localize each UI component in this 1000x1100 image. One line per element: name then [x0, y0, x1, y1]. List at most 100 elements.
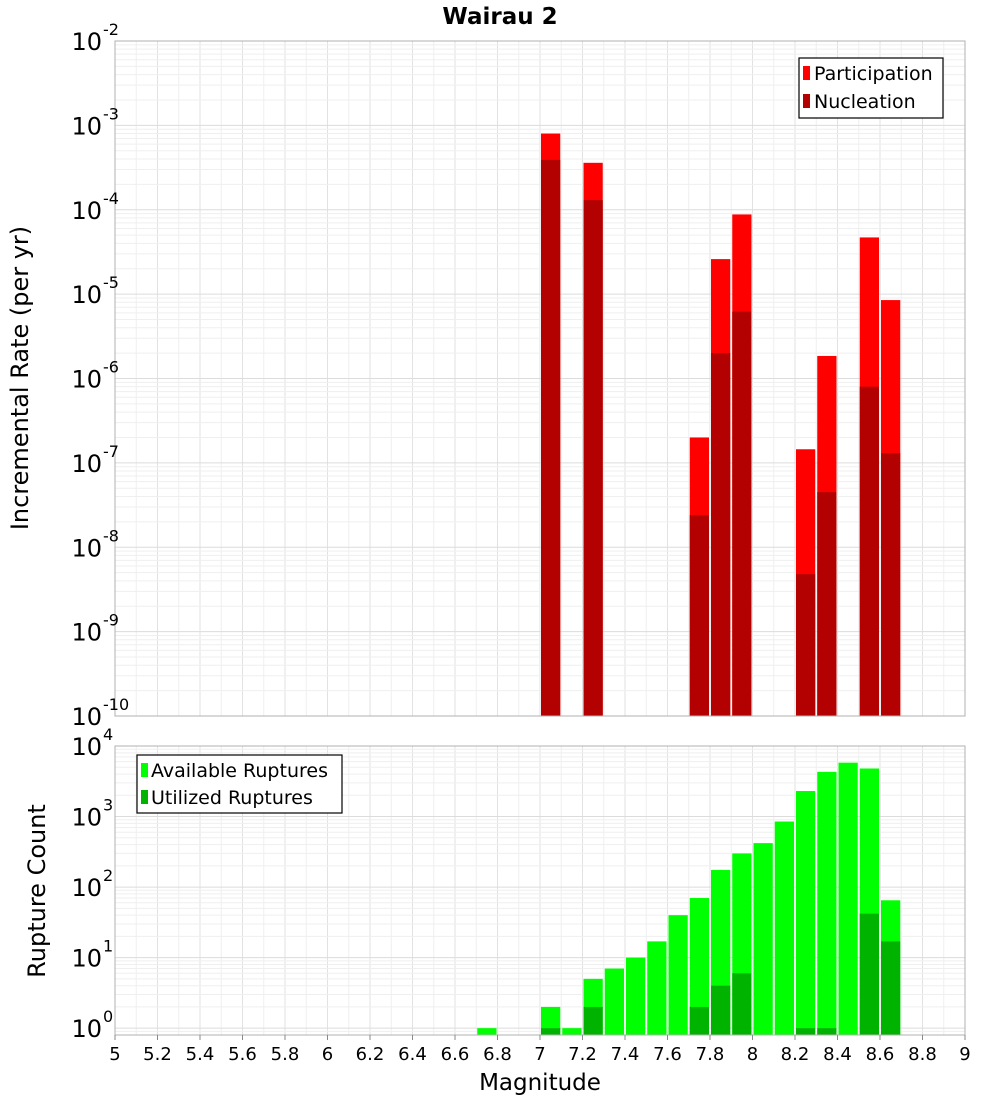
bottom-y-tick-label: 10: [71, 733, 102, 761]
x-tick-label: 5.4: [186, 1044, 215, 1065]
x-tick-label: 7.4: [611, 1044, 640, 1065]
bar-nucleation: [711, 353, 731, 716]
bottom-y-tick-label: 10: [71, 945, 102, 973]
legend-available-swatch: [141, 763, 148, 777]
bottom-y-tick-label: 10: [71, 874, 102, 902]
chart-title: Wairau 2: [442, 4, 557, 30]
bar-utilized-ruptures: [689, 1006, 709, 1035]
bar-utilized-ruptures: [732, 973, 752, 1035]
bar-nucleation: [881, 453, 901, 716]
top-plot-bars: [541, 133, 901, 717]
x-axis-label: Magnitude: [479, 1070, 601, 1096]
bottom-y-tick-exponent: 3: [103, 796, 113, 815]
top-y-tick-label: 10: [71, 197, 102, 225]
bar-available-ruptures: [477, 1028, 497, 1035]
x-tick-label: 7.8: [696, 1044, 725, 1065]
top-y-tick-label: 10: [71, 619, 102, 647]
bottom-legend: Available Ruptures Utilized Ruptures: [136, 754, 343, 814]
x-tick-label: 7: [534, 1044, 545, 1065]
bar-available-ruptures: [668, 915, 688, 1035]
top-y-axis-label: Incremental Rate (per yr): [6, 226, 34, 530]
top-legend: Participation Nucleation: [798, 57, 944, 119]
x-tick-label: 5: [109, 1044, 120, 1065]
top-y-tick-label: 10: [71, 703, 102, 731]
top-y-tick-label: 10: [71, 534, 102, 562]
top-y-tick-label: 10: [71, 281, 102, 309]
legend-participation-label: Participation: [814, 63, 933, 85]
top-y-tick-exponent: -7: [103, 442, 119, 461]
top-plot-grid: [114, 40, 966, 717]
bar-nucleation: [859, 386, 879, 716]
bar-utilized-ruptures: [859, 913, 879, 1035]
top-y-tick-label: 10: [71, 366, 102, 394]
bottom-y-tick-exponent: 1: [103, 937, 113, 956]
bar-available-ruptures: [838, 762, 858, 1035]
x-tick-label: 8.6: [866, 1044, 895, 1065]
bottom-y-tick-exponent: 0: [103, 1007, 113, 1026]
x-tick-label: 6.8: [483, 1044, 512, 1065]
top-y-tick-exponent: -8: [103, 526, 119, 545]
bar-utilized-ruptures: [541, 1028, 561, 1035]
bar-nucleation: [541, 159, 561, 717]
bottom-y-tick-exponent: 2: [103, 866, 113, 885]
x-tick-label: 5.8: [271, 1044, 300, 1065]
top-y-tick-exponent: -10: [103, 695, 129, 714]
legend-nucleation-swatch: [803, 94, 810, 108]
bar-available-ruptures: [817, 771, 837, 1035]
bar-available-ruptures: [796, 791, 816, 1035]
x-axis-ticks: 5 5.2 5.4 5.6 5.8 6 6.2 6.4 6.6 6.8 7 7.2 7.4 7.6 7.8 8…: [109, 1035, 971, 1065]
bar-utilized-ruptures: [583, 1006, 603, 1035]
bar-available-ruptures: [753, 843, 773, 1035]
legend-utilized-swatch: [141, 790, 148, 804]
x-tick-label: 6.4: [398, 1044, 427, 1065]
top-y-tick-exponent: -3: [103, 104, 119, 123]
top-legend-box: [798, 57, 944, 119]
x-tick-label: 6.6: [441, 1044, 470, 1065]
top-y-tick-exponent: -4: [103, 189, 119, 208]
bar-utilized-ruptures: [711, 985, 731, 1035]
top-plot-frame: [114, 40, 966, 717]
top-y-tick-exponent: -5: [103, 273, 119, 292]
legend-utilized-label: Utilized Ruptures: [151, 787, 313, 809]
bar-available-ruptures: [689, 898, 709, 1035]
bar-utilized-ruptures: [817, 1028, 837, 1035]
bottom-y-tick-label: 10: [71, 1015, 102, 1043]
bar-available-ruptures: [541, 1006, 561, 1035]
x-tick-label: 6.2: [356, 1044, 385, 1065]
legend-available-label: Available Ruptures: [151, 760, 328, 782]
top-y-tick-exponent: -6: [103, 358, 119, 377]
bar-utilized-ruptures: [881, 941, 901, 1035]
x-tick-label: 7.2: [568, 1044, 597, 1065]
bottom-y-tick-exponent: 4: [103, 725, 113, 744]
bar-available-ruptures: [774, 821, 794, 1035]
bottom-y-axis-label: Rupture Count: [23, 804, 51, 978]
x-tick-label: 8.4: [823, 1044, 852, 1065]
x-tick-label: 8.8: [908, 1044, 937, 1065]
bar-nucleation: [732, 311, 752, 716]
bottom-plot-bars: [477, 762, 901, 1035]
x-tick-label: 5.6: [228, 1044, 257, 1065]
bar-nucleation: [796, 574, 816, 716]
bar-available-ruptures: [604, 968, 624, 1035]
top-y-tick-label: 10: [71, 28, 102, 56]
x-tick-label: 6: [322, 1044, 333, 1065]
bar-nucleation: [817, 492, 837, 716]
top-y-tick-label: 10: [71, 450, 102, 478]
legend-participation-swatch: [803, 66, 810, 80]
top-y-tick-exponent: -9: [103, 611, 119, 630]
bar-available-ruptures: [562, 1028, 582, 1035]
x-tick-label: 8.2: [781, 1044, 810, 1065]
bar-nucleation: [689, 515, 709, 716]
bar-nucleation: [583, 200, 603, 716]
bar-utilized-ruptures: [796, 1028, 816, 1035]
x-tick-label: 9: [959, 1044, 970, 1065]
top-y-tick-exponent: -2: [103, 20, 119, 39]
x-tick-label: 8: [747, 1044, 758, 1065]
x-tick-label: 5.2: [143, 1044, 172, 1065]
x-tick-label: 7.6: [653, 1044, 682, 1065]
bottom-y-tick-label: 10: [71, 804, 102, 832]
bottom-legend-box: [136, 754, 343, 814]
